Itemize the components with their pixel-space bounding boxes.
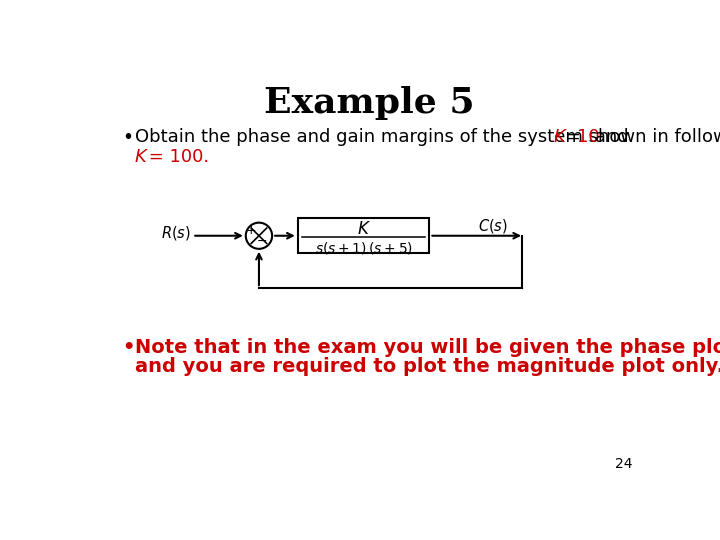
Text: Example 5: Example 5 (264, 86, 474, 120)
Text: =: = (560, 128, 587, 146)
Text: $s(s+1)\,(s+5)$: $s(s+1)\,(s+5)$ (315, 240, 413, 256)
FancyBboxPatch shape (297, 218, 429, 253)
Text: $K$: $K$ (356, 220, 371, 238)
Text: K: K (135, 148, 147, 166)
Text: •: • (122, 338, 135, 357)
Text: Obtain the phase and gain margins of the system shown in following figure for th: Obtain the phase and gain margins of the… (135, 128, 720, 146)
Text: $R(s)$: $R(s)$ (161, 224, 191, 242)
Text: +: + (246, 224, 256, 237)
Text: •: • (122, 128, 134, 147)
Text: 24: 24 (615, 457, 632, 471)
Text: and you are required to plot the magnitude plot only.: and you are required to plot the magnitu… (135, 356, 720, 376)
Text: −: − (257, 235, 267, 248)
Text: = 100.: = 100. (143, 148, 210, 166)
Text: $C(s)$: $C(s)$ (477, 217, 508, 235)
Text: Note that in the exam you will be given the phase plot: Note that in the exam you will be given … (135, 338, 720, 357)
Text: 10: 10 (577, 128, 599, 146)
Text: and: and (589, 128, 629, 146)
Text: K: K (554, 128, 565, 146)
